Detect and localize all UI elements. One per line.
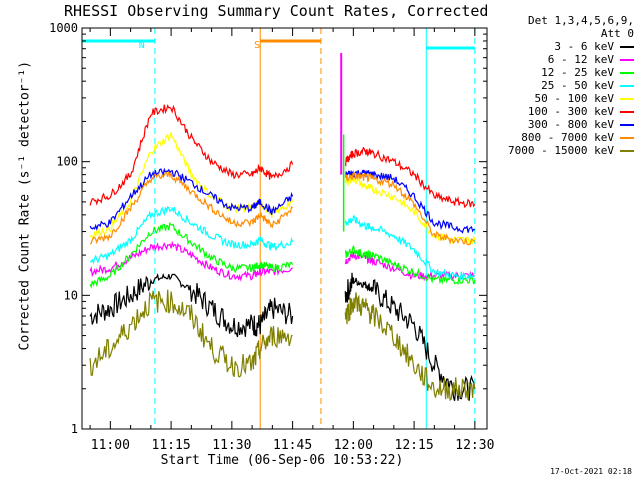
legend-swatch <box>620 136 634 139</box>
series-line-3-seg-0 <box>89 205 294 265</box>
series-line-1-seg-0 <box>89 240 293 282</box>
legend-entry-1: 6 - 12 keV <box>500 53 634 66</box>
legend-swatch <box>620 97 634 100</box>
x-tick-label-2: 11:30 <box>212 438 251 453</box>
legend-entry-8: 7000 - 15000 keV <box>500 144 634 157</box>
legend-entry-label: 6 - 12 keV <box>547 53 614 66</box>
series-line-5-seg-0 <box>89 104 294 206</box>
legend-swatch <box>620 149 634 152</box>
legend-entry-label: 50 - 100 keV <box>534 92 614 105</box>
y-tick-label-2: 100 <box>56 155 78 169</box>
legend-entry-label: 25 - 50 keV <box>541 79 614 92</box>
series-line-3-seg-1 <box>344 214 475 281</box>
generation-timestamp: 17-Oct-2021 02:18 <box>550 467 632 476</box>
series-line-8-seg-1 <box>344 292 476 402</box>
x-tick-label-3: 11:45 <box>273 438 312 453</box>
x-axis-label: Start Time (06-Sep-06 10:53:22) <box>160 453 404 468</box>
legend-entry-6: 300 - 800 keV <box>500 118 634 131</box>
x-tick-label-4: 12:00 <box>334 438 373 453</box>
legend-entry-label: 12 - 25 keV <box>541 66 614 79</box>
series-line-8-seg-0 <box>89 289 293 378</box>
y-tick-label-0: 1 <box>71 422 78 436</box>
x-tick-label-1: 11:15 <box>152 438 191 453</box>
chart-title: RHESSI Observing Summary Count Rates, Co… <box>64 2 489 20</box>
y-tick-label-1: 10 <box>64 288 78 302</box>
legend-entry-2: 12 - 25 keV <box>500 66 634 79</box>
legend-entry-4: 50 - 100 keV <box>500 92 634 105</box>
legend-entry-label: 100 - 300 keV <box>527 105 614 118</box>
legend-swatch <box>620 110 634 113</box>
series-line-5-seg-1 <box>344 146 476 209</box>
legend-header-attenuator: Att 0 <box>600 27 634 40</box>
x-tick-label-5: 12:15 <box>395 438 434 453</box>
legend-entry-label: 7000 - 15000 keV <box>508 144 614 157</box>
legend-entry-label: 300 - 800 keV <box>527 118 614 131</box>
x-tick-label-0: 11:00 <box>91 438 130 453</box>
series-line-7-seg-1 <box>344 171 476 246</box>
annotation-label-N: N <box>139 40 145 51</box>
series-line-4-seg-1 <box>344 175 476 246</box>
series-line-0-seg-1 <box>344 272 476 401</box>
legend-header-detectors: Det 1,3,4,5,6,9, <box>528 14 634 27</box>
legend-entry-3: 25 - 50 keV <box>500 79 634 92</box>
y-tick-label-3: 1000 <box>49 21 78 35</box>
series-line-2-seg-0 <box>89 221 294 289</box>
legend-swatch <box>620 84 634 87</box>
legend-entry-label: 800 - 7000 keV <box>521 131 614 144</box>
legend-entry-0: 3 - 6 keV <box>500 40 634 53</box>
legend-entry-5: 100 - 300 keV <box>500 105 634 118</box>
legend-entry-7: 800 - 7000 keV <box>500 131 634 144</box>
legend-swatch <box>620 45 634 48</box>
series-line-0-seg-0 <box>89 273 294 338</box>
legend: Det 1,3,4,5,6,9, Att 0 3 - 6 keV 6 - 12 k… <box>500 14 634 157</box>
plot-frame <box>81 27 488 430</box>
y-axis-label: Corrected Count Rate (s⁻¹ detector⁻¹) <box>17 60 33 351</box>
legend-swatch <box>620 58 634 61</box>
x-tick-label-6: 12:30 <box>455 438 494 453</box>
series-line-2-seg-1 <box>344 244 476 285</box>
legend-swatch <box>620 71 634 74</box>
annotation-label-S: S <box>254 40 260 51</box>
legend-swatch <box>620 123 634 126</box>
series-line-6-seg-0 <box>89 167 294 231</box>
legend-entry-label: 3 - 6 keV <box>554 40 614 53</box>
series-line-7-seg-0 <box>89 171 293 245</box>
